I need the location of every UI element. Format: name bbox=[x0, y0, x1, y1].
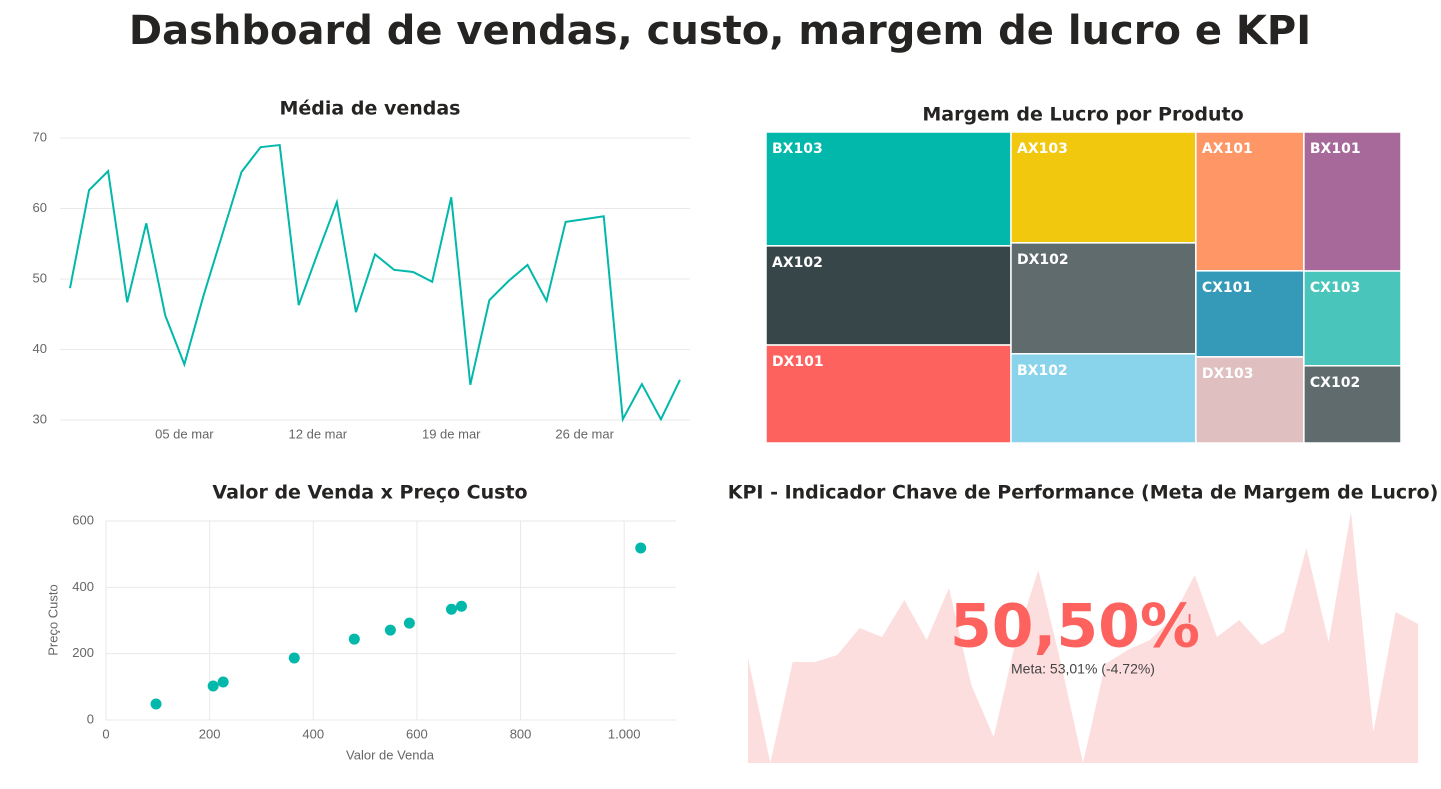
chart-title: KPI - Indicador Chave de Performance (Me… bbox=[728, 482, 1439, 504]
x-axis-title: Valor de Venda bbox=[346, 747, 435, 762]
y-tick-label: 70 bbox=[33, 129, 47, 144]
tile-label: DX103 bbox=[1202, 366, 1254, 382]
x-tick-label: 800 bbox=[510, 726, 532, 741]
treemap-tile bbox=[1303, 270, 1402, 367]
x-tick-label: 19 de mar bbox=[422, 426, 481, 441]
treemap-tile bbox=[1195, 356, 1305, 444]
kpi-value: 50,50% bbox=[950, 592, 1200, 662]
x-tick-label: 26 de mar bbox=[555, 426, 614, 441]
kpi-goal: Meta: 53,01% (-4.72%) bbox=[1011, 661, 1155, 677]
scatter-point bbox=[288, 652, 300, 664]
scatter-point bbox=[207, 680, 219, 692]
tile-label: DX101 bbox=[772, 354, 824, 370]
y-tick-label: 200 bbox=[72, 645, 94, 660]
treemap-tile bbox=[1010, 353, 1197, 444]
treemap-tile bbox=[1010, 131, 1197, 244]
y-axis-title: Preço Custo bbox=[45, 584, 60, 656]
x-tick-label: 400 bbox=[302, 726, 324, 741]
dashboard-title: Dashboard de vendas, custo, margem de lu… bbox=[129, 8, 1311, 54]
tile-label: CX101 bbox=[1202, 280, 1252, 296]
treemap-tile bbox=[1303, 365, 1402, 444]
kpi-alert-icon: ! bbox=[1186, 611, 1193, 632]
tile-label: CX102 bbox=[1310, 375, 1360, 391]
y-tick-label: 40 bbox=[33, 341, 47, 356]
scatter-point bbox=[348, 633, 360, 645]
x-tick-label: 0 bbox=[102, 726, 109, 741]
scatter-point bbox=[384, 624, 396, 636]
treemap-tile bbox=[1303, 131, 1402, 272]
chart-title: Margem de Lucro por Produto bbox=[922, 104, 1243, 126]
x-tick-label: 1.000 bbox=[608, 726, 641, 741]
tile-label: BX101 bbox=[1310, 141, 1361, 157]
tile-label: CX103 bbox=[1310, 280, 1360, 296]
tile-label: BX102 bbox=[1017, 363, 1068, 379]
scatter-point bbox=[150, 698, 162, 710]
y-tick-label: 400 bbox=[72, 579, 94, 594]
y-tick-label: 600 bbox=[72, 512, 94, 527]
tile-label: BX103 bbox=[772, 141, 823, 157]
kpi-trend-area bbox=[748, 512, 1418, 763]
line bbox=[69, 143, 681, 423]
treemap-tile bbox=[1010, 242, 1197, 355]
scatter-point bbox=[455, 600, 467, 612]
tile-label: AX103 bbox=[1017, 141, 1068, 157]
scatter-point bbox=[445, 603, 457, 615]
y-tick-label: 60 bbox=[33, 200, 47, 215]
chart-title: Valor de Venda x Preço Custo bbox=[212, 482, 527, 504]
chart-title: Média de vendas bbox=[280, 98, 461, 120]
scatter-point bbox=[635, 542, 647, 554]
tile-label: AX102 bbox=[772, 255, 823, 271]
x-tick-label: 12 de mar bbox=[289, 426, 348, 441]
y-tick-label: 50 bbox=[33, 270, 47, 285]
treemap-tile bbox=[765, 344, 1012, 444]
scatter-point bbox=[403, 617, 415, 629]
x-tick-label: 05 de mar bbox=[155, 426, 214, 441]
x-tick-label: 200 bbox=[199, 726, 221, 741]
tile-label: DX102 bbox=[1017, 252, 1069, 268]
x-tick-label: 600 bbox=[406, 726, 428, 741]
treemap-tile bbox=[1195, 131, 1305, 272]
tile-label: AX101 bbox=[1202, 141, 1253, 157]
scatter-point bbox=[217, 676, 229, 688]
treemap-tile bbox=[765, 131, 1012, 247]
y-tick-label: 30 bbox=[33, 411, 47, 426]
y-tick-label: 0 bbox=[87, 711, 94, 726]
